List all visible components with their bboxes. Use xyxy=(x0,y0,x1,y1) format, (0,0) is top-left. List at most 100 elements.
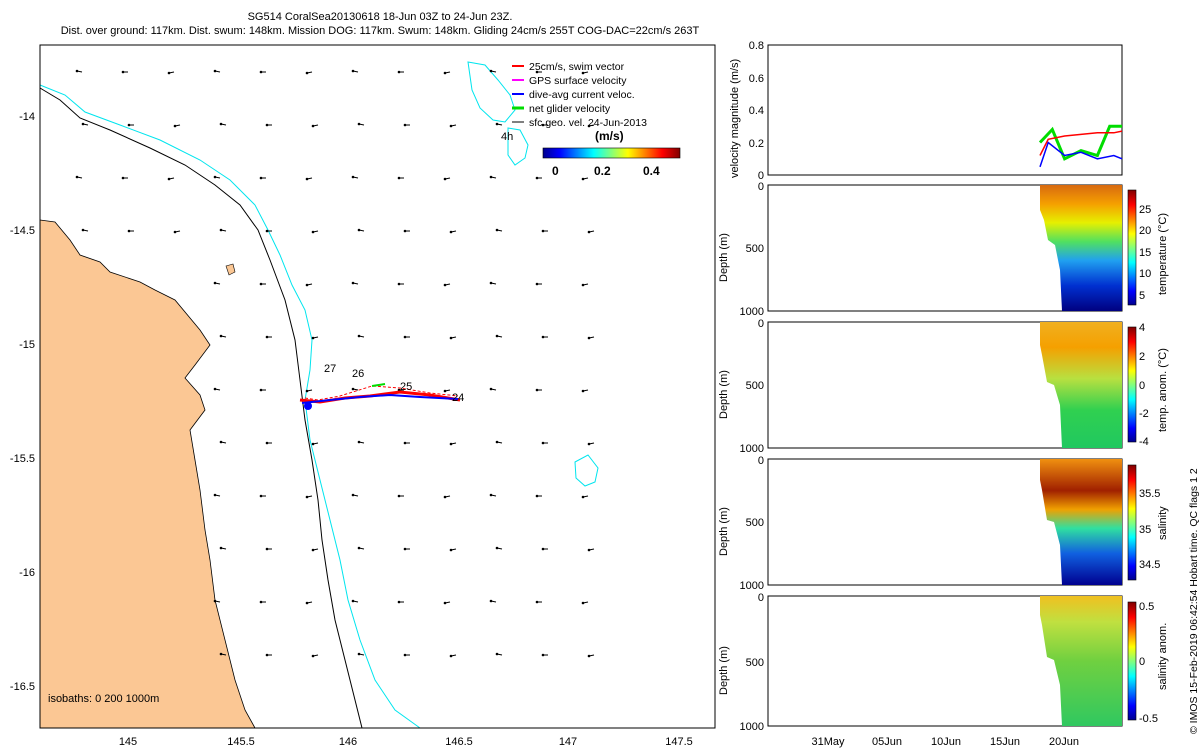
x-tick-label: 147 xyxy=(559,736,577,748)
velocity-arrow-head xyxy=(489,599,493,603)
velocity-arrow-head xyxy=(581,71,585,75)
velocity-arrow-head xyxy=(305,283,309,287)
velocity-arrow-head xyxy=(443,71,447,75)
velocity-arrow-head xyxy=(265,335,269,339)
reef-islet xyxy=(225,263,236,276)
velocity-arrow-head xyxy=(213,599,217,603)
colorbar-label: salinity anom. xyxy=(1157,623,1169,690)
day-label: 26 xyxy=(352,368,364,380)
velocity-arrow-head xyxy=(587,654,591,658)
velocity-arrow-head xyxy=(587,442,591,446)
map-colorbar: (m/s) 0 0.2 0.4 xyxy=(542,129,681,178)
y-tick-label: -15.5 xyxy=(10,453,35,465)
velocity-arrow-head xyxy=(535,282,539,286)
y-tick-label: 1000 xyxy=(740,580,764,592)
map-legend: 25cm/s, swim vector GPS surface velocity… xyxy=(512,61,647,129)
isobath-1000m xyxy=(39,84,421,729)
temp-anomaly-panel: 0 500 1000 Depth (m) 4 2 0 -2 -4 temp. a… xyxy=(718,318,1169,455)
legend-gps-surface: GPS surface velocity xyxy=(529,75,627,87)
surface-geostrophic-vectors xyxy=(75,69,595,658)
day-label: 25 xyxy=(400,381,412,393)
velocity-arrow-head xyxy=(535,70,539,74)
colorbar-label: salinity xyxy=(1157,506,1169,540)
velocity-arrow-head xyxy=(449,654,453,658)
x-tick-label: 145 xyxy=(119,736,137,748)
colorbar-tick: 15 xyxy=(1139,247,1151,259)
velocity-arrow-head xyxy=(351,175,355,179)
velocity-arrow-head xyxy=(219,122,223,126)
velocity-arrow-head xyxy=(259,282,263,286)
velocity-arrow-head xyxy=(305,389,309,393)
y-tick-label: -16.5 xyxy=(10,681,35,693)
y-axis-label: Depth (m) xyxy=(718,370,730,419)
velocity-arrow-head xyxy=(311,548,315,552)
colorbar-tick: 35 xyxy=(1139,524,1151,536)
velocity-arrow-head xyxy=(541,653,545,657)
velocity-arrow-head xyxy=(213,69,217,73)
velocity-arrow-head xyxy=(259,388,263,392)
velocity-arrow-head xyxy=(397,282,401,286)
velocity-arrow-head xyxy=(311,442,315,446)
velocity-arrow-head xyxy=(535,600,539,604)
velocity-arrow-head xyxy=(357,546,361,550)
x-tick-label: 146.5 xyxy=(445,736,473,748)
velocity-arrow-head xyxy=(443,177,447,181)
colorbar-tick: 4 xyxy=(1139,322,1145,334)
colorbar-tick: 34.5 xyxy=(1139,559,1160,571)
colorbar-tick: 20 xyxy=(1139,225,1151,237)
temperature-panel: 0 500 1000 Depth (m) 25 20 15 10 5 tempe… xyxy=(718,181,1169,318)
velocity-arrow-head xyxy=(259,176,263,180)
y-axis-label: velocity magnitude (m/s) xyxy=(729,59,741,178)
hour-label: 4h xyxy=(501,131,513,143)
velocity-arrow-head xyxy=(449,230,453,234)
velocity-arrow-head xyxy=(495,652,499,656)
time-tick-label: 15Jun xyxy=(990,736,1020,748)
velocity-arrow-head xyxy=(541,547,545,551)
velocity-arrow-head xyxy=(219,652,223,656)
velocity-arrow-head xyxy=(403,335,407,339)
velocity-arrow-head xyxy=(357,652,361,656)
velocity-arrow-head xyxy=(449,442,453,446)
y-tick-label: -14 xyxy=(19,111,35,123)
velocity-arrow-head xyxy=(265,441,269,445)
y-axis-label: Depth (m) xyxy=(718,507,730,556)
velocity-arrow-head xyxy=(541,229,545,233)
velocity-arrow-head xyxy=(81,122,85,126)
map-y-axis: -14 -14.5 -15 -15.5 -16 -16.5 xyxy=(10,111,35,693)
velocity-arrow-head xyxy=(541,123,545,127)
y-tick-label: 0 xyxy=(758,592,764,604)
velocity-arrow-head xyxy=(219,546,223,550)
series-line-net glider velocity xyxy=(1038,124,1122,161)
velocity-arrow-head xyxy=(587,124,591,128)
colorbar-label: temp. anom. (°C) xyxy=(1157,348,1169,432)
y-tick-label: 1000 xyxy=(740,306,764,318)
y-tick-label: 500 xyxy=(746,517,764,529)
velocity-arrow-head xyxy=(495,334,499,338)
colorbar-tick: 25 xyxy=(1139,204,1151,216)
velocity-arrow-head xyxy=(443,283,447,287)
velocity-arrow-head xyxy=(219,440,223,444)
velocity-arrow-head xyxy=(305,495,309,499)
velocity-arrow-head xyxy=(351,387,355,391)
colorbar-title: (m/s) xyxy=(595,129,624,143)
time-tick-label: 31May xyxy=(811,736,845,748)
salinity-anomaly-panel: 0 500 1000 Depth (m) 0.5 0 -0.5 salinity… xyxy=(718,592,1169,733)
velocity-arrow-head xyxy=(443,601,447,605)
velocity-arrow-head xyxy=(121,70,125,74)
reef-1000m-outline-north xyxy=(467,61,516,123)
y-tick-label: 0 xyxy=(758,181,764,193)
time-tick-label: 10Jun xyxy=(931,736,961,748)
velocity-arrow-head xyxy=(403,229,407,233)
velocity-arrow-head xyxy=(397,176,401,180)
velocity-arrow-head xyxy=(213,175,217,179)
colorbar-tick: 0 xyxy=(1139,656,1145,668)
velocity-arrow-head xyxy=(357,334,361,338)
velocity-arrow-head xyxy=(351,493,355,497)
velocity-arrow-head xyxy=(351,281,355,285)
y-axis-label: Depth (m) xyxy=(718,646,730,695)
velocity-arrow-head xyxy=(587,548,591,552)
map-frame xyxy=(39,44,716,729)
velocity-arrow-head xyxy=(489,493,493,497)
time-tick-label: 20Jun xyxy=(1049,736,1079,748)
